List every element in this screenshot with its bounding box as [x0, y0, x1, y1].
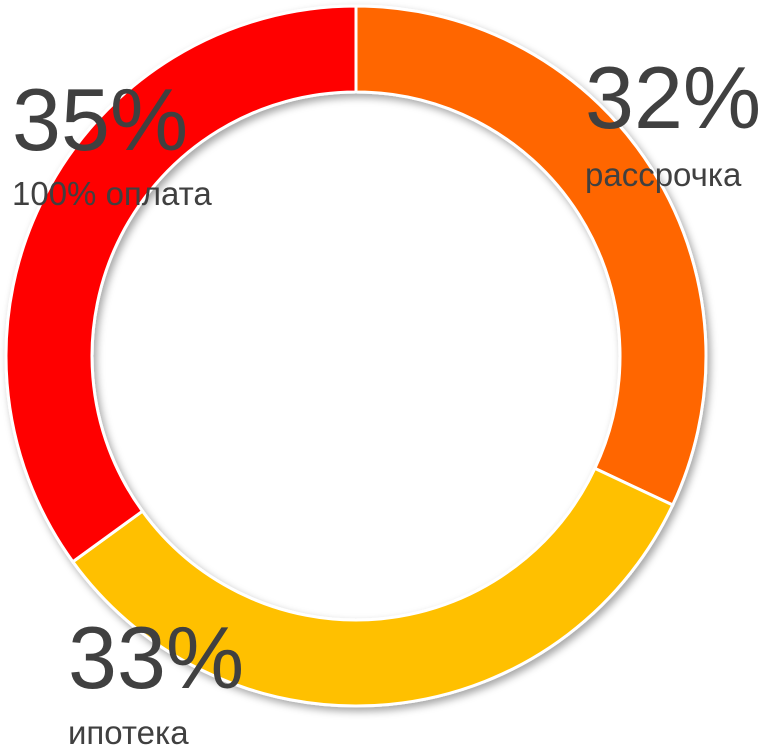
category-label: 100% оплата — [12, 175, 212, 212]
category-label: ипотека — [68, 714, 189, 748]
category-label: рассрочка — [585, 156, 742, 193]
donut-segment — [4, 4, 358, 564]
labels: 32% рассрочка 33% ипотека 35% 100% оплата — [12, 48, 761, 748]
donut-segment — [70, 466, 675, 708]
donut-ring — [4, 4, 708, 708]
donut-segment — [354, 4, 708, 508]
value-label: 32% — [585, 48, 761, 147]
value-label: 33% — [68, 608, 244, 707]
value-label: 35% — [12, 70, 188, 169]
